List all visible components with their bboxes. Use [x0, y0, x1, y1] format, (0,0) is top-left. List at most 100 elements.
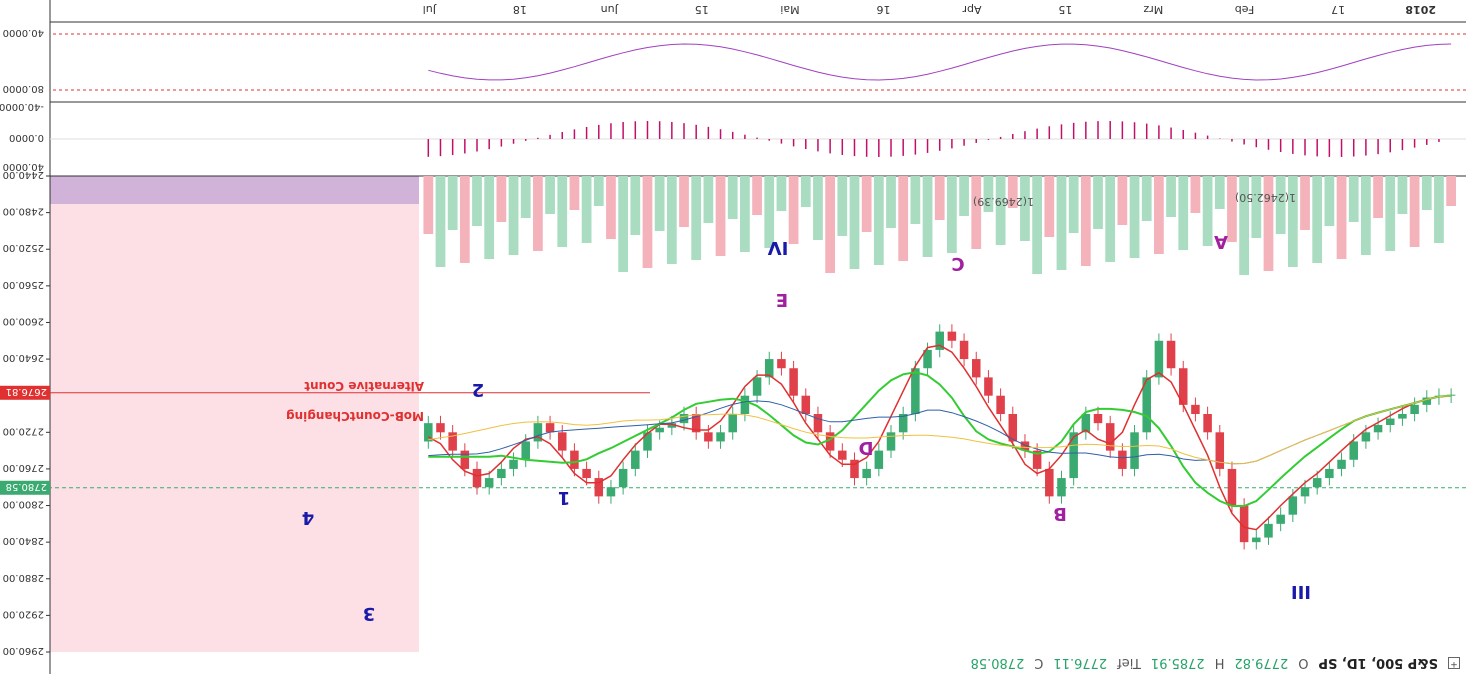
candle-body — [1130, 432, 1139, 469]
volume-bar — [715, 176, 726, 256]
candle-body — [1361, 432, 1371, 442]
volume-bar — [1312, 176, 1323, 263]
candle-body — [460, 450, 470, 469]
candle-body — [533, 423, 543, 442]
time-axis-label: 16 — [877, 3, 891, 16]
candle-body — [1227, 468, 1237, 506]
time-axis-label: 15 — [1058, 3, 1072, 16]
wave-label: A — [1214, 231, 1228, 252]
volume-bar — [776, 176, 787, 211]
low-label: Tief — [1117, 655, 1141, 671]
volume-bar — [666, 176, 677, 264]
time-axis-label: Jul — [423, 3, 437, 16]
candle-body — [1252, 537, 1261, 543]
volume-bar — [1214, 176, 1225, 209]
candle-body — [691, 414, 701, 433]
macd-tick-label: 0.0000 — [9, 132, 44, 143]
volume-bar — [910, 176, 921, 224]
candle-body — [1300, 487, 1310, 497]
marker-price-label: 2676.81 — [6, 386, 47, 397]
volume-bar — [727, 176, 738, 219]
candle-body — [911, 368, 920, 414]
symbol-title: S&P 500, 1D, SP — [1318, 655, 1438, 671]
volume-bar — [764, 176, 775, 248]
candle-body — [740, 395, 750, 414]
candle-body — [801, 395, 811, 414]
volume-bar — [1385, 176, 1396, 251]
candle-body — [1057, 478, 1066, 497]
volume-bar — [1251, 176, 1262, 238]
level-label-1: 1(2462.50) — [1235, 191, 1296, 204]
volume-bar — [898, 176, 909, 261]
candle-body — [1276, 514, 1285, 524]
wave-label: 3 — [363, 603, 376, 624]
time-axis-label: 2018 — [1405, 3, 1436, 16]
volume-bar — [557, 176, 568, 247]
volume-bar — [1068, 176, 1079, 233]
volume-bar — [1117, 176, 1128, 225]
volume-bar — [1227, 176, 1237, 242]
candle-body — [1337, 459, 1346, 469]
candle-body — [643, 432, 652, 451]
volume-bar — [788, 176, 799, 244]
price-tick-label: 2520.00 — [3, 242, 44, 253]
volume-bar — [654, 176, 665, 231]
candle-body — [667, 423, 677, 428]
volume-bar — [533, 176, 543, 251]
volume-bar — [447, 176, 458, 230]
volume-bar — [1361, 176, 1371, 255]
close-label: C — [1034, 655, 1044, 671]
rsi-line — [428, 43, 1452, 81]
volume-bar — [825, 176, 835, 273]
macd-tick-label: -40.0000 — [0, 101, 44, 112]
candle-body — [862, 468, 871, 479]
rsi-tick-label: 40.0000 — [3, 27, 44, 38]
candle-body — [1373, 424, 1383, 433]
candle-body — [1325, 468, 1334, 479]
current-price-label: 2780.58 — [6, 481, 47, 492]
candle-body — [1020, 441, 1030, 451]
volume-bar — [593, 176, 604, 206]
volume-bar — [752, 176, 762, 215]
candle-body — [1032, 450, 1042, 469]
time-axis-label: 18 — [513, 3, 527, 16]
candle-body — [509, 459, 518, 469]
wave-label: IV — [768, 237, 789, 258]
volume-bar — [1080, 176, 1091, 266]
volume-bar — [459, 176, 470, 263]
candle-body — [813, 414, 823, 433]
candle-body — [996, 395, 1005, 414]
time-axis-label: Feb — [1235, 3, 1254, 16]
candle-body — [923, 349, 932, 369]
candle-body — [1385, 418, 1395, 425]
volume-bar — [423, 176, 434, 234]
volume-bar — [1178, 176, 1189, 250]
price-tick-label: 2480.00 — [3, 206, 44, 217]
candle-body — [777, 359, 786, 369]
price-tick-label: 2440.00 — [3, 169, 44, 180]
volume-bar — [496, 176, 507, 222]
ma-green-line — [428, 371, 1452, 507]
wave-label: 1 — [558, 487, 571, 508]
volume-bar — [1373, 176, 1383, 218]
volume-bar — [581, 176, 592, 243]
wave-label: C — [951, 253, 964, 274]
volume-bar — [740, 176, 750, 252]
candle-body — [557, 432, 567, 451]
expand-icon[interactable]: + — [1448, 657, 1460, 669]
candle-body — [1166, 340, 1176, 369]
volume-bar — [861, 176, 872, 232]
annotation-alternative-count: Alternative Count — [304, 379, 424, 393]
volume-bar — [959, 176, 969, 216]
candle-body — [1069, 432, 1078, 479]
candle-body — [570, 450, 579, 469]
volume-bar — [1421, 176, 1432, 210]
price-tick-label: 2880.00 — [3, 572, 44, 583]
volume-bar — [1044, 176, 1055, 237]
volume-bar — [1105, 176, 1116, 262]
wave-label: E — [776, 289, 788, 310]
close-value: 2780.58 — [970, 655, 1025, 671]
candle-body — [1081, 414, 1091, 433]
candle-body — [850, 459, 859, 479]
